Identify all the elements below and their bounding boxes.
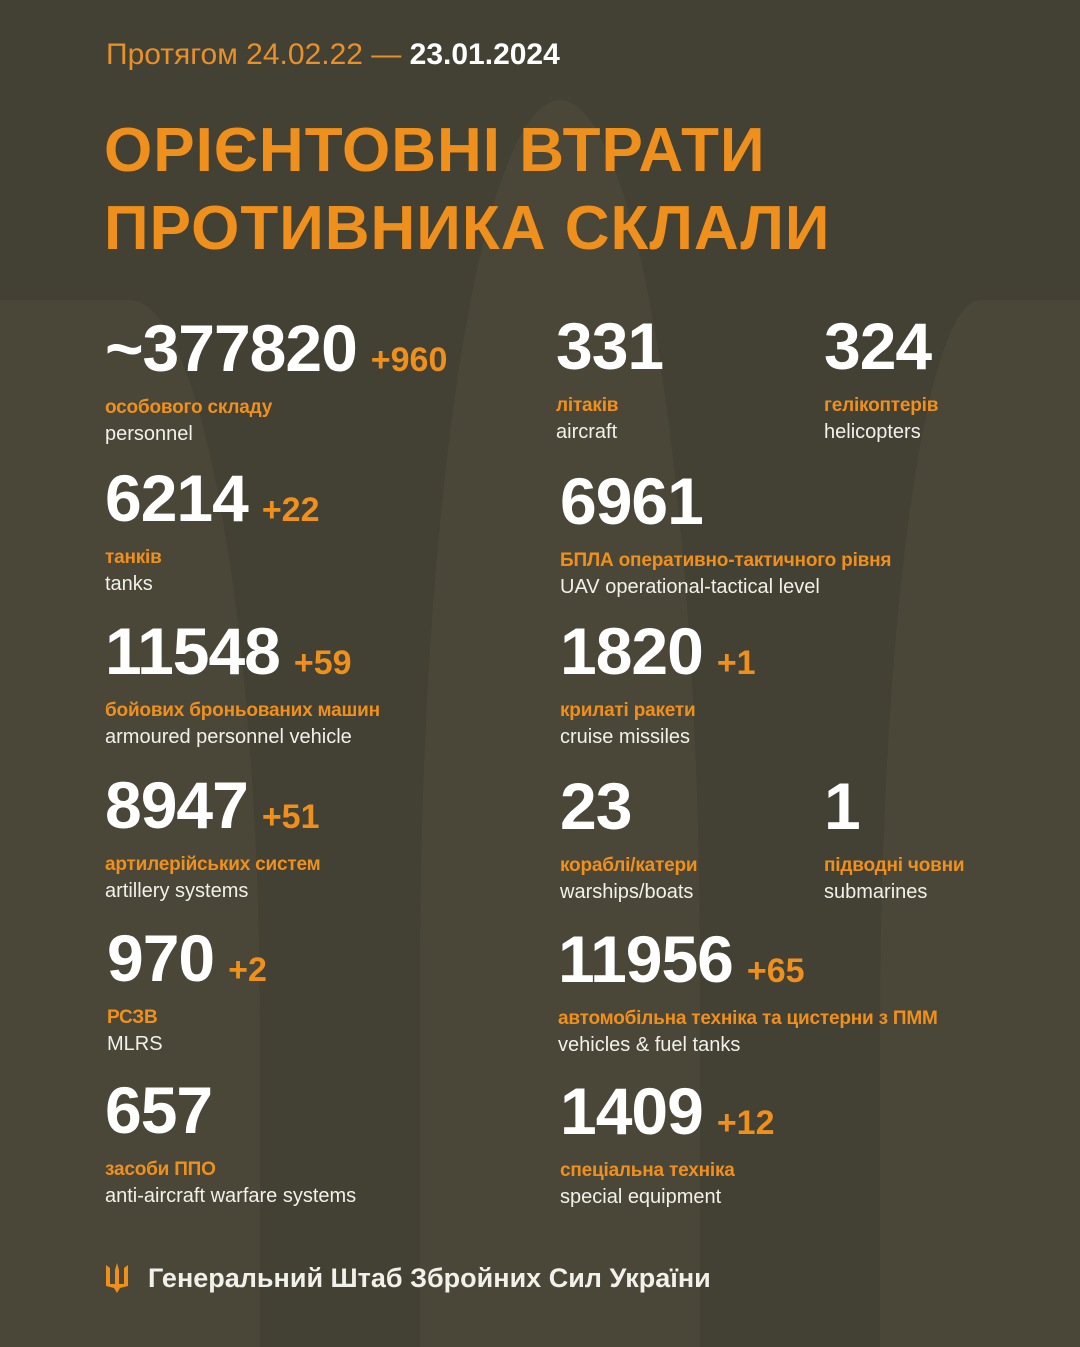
stat-label-en: armoured personnel vehicle <box>105 726 352 748</box>
stat-label-en: cruise missiles <box>560 726 691 748</box>
stat-number: 6214 <box>105 461 249 535</box>
stat-mlrs: 970 +2 РСЗВ MLRS <box>107 923 267 1057</box>
stat-number: 331 <box>556 309 664 383</box>
stat-value: 6961 <box>560 466 891 548</box>
footer-text: Генеральний Штаб Збройних Сил України <box>148 1262 711 1293</box>
stat-submarines: 1 підводні човни submarines <box>824 771 965 905</box>
stat-value: 331 <box>556 311 677 393</box>
stat-label-en: tanks <box>105 573 153 595</box>
stat-number: 1820 <box>560 614 704 688</box>
stat-number: 11548 <box>105 614 281 688</box>
stat-value: 324 <box>824 311 945 393</box>
stat-delta: +65 <box>746 952 805 990</box>
stat-personnel: ~377820 +960 особового складу personnel <box>105 313 447 447</box>
stat-number: 657 <box>105 1073 213 1147</box>
stat-number: 23 <box>560 769 632 843</box>
stat-vehicles: 11956 +65 автомобільна техніка та цистерни… <box>558 924 938 1058</box>
stat-artillery: 8947 +51 артилерійських систем artillery sy… <box>105 770 321 904</box>
stat-value: 6214 +22 <box>105 463 320 545</box>
stat-value: ~377820 +960 <box>105 313 447 395</box>
stat-label-en: vehicles & fuel tanks <box>558 1034 741 1056</box>
stat-delta: +51 <box>261 798 320 836</box>
stat-label-ua: кораблі/катери <box>560 855 698 876</box>
stat-value: 23 <box>560 771 697 853</box>
stat-warships: 23 кораблі/катери warships/boats <box>560 771 698 905</box>
stat-value: 657 <box>105 1075 356 1157</box>
period-prefix: Протягом 24.02.22 — <box>106 38 402 71</box>
stat-label-en: submarines <box>824 881 928 903</box>
stat-number: 1409 <box>560 1074 704 1148</box>
stat-label-en: aircraft <box>556 421 618 443</box>
stat-value: 11956 +65 <box>558 924 938 1006</box>
stat-number: 8947 <box>105 768 249 842</box>
stat-delta: +59 <box>293 644 352 682</box>
footer: Генеральний Штаб Збройних Сил України <box>104 1262 711 1294</box>
stat-uav: 6961 БПЛА оперативно-тактичного рівня UAV … <box>560 466 891 600</box>
stat-label-en: special equipment <box>560 1186 722 1208</box>
stat-label-ua: літаків <box>556 395 619 416</box>
page-title: ОРІЄНТОВНІ ВТРАТИ ПРОТИВНИКА СКЛАЛИ <box>104 112 830 268</box>
stat-value: 970 +2 <box>107 923 267 1005</box>
stat-label-ua: танків <box>105 547 162 568</box>
stat-delta: +12 <box>716 1104 775 1142</box>
stat-delta: +2 <box>228 951 267 989</box>
period-end: 23.01.2024 <box>409 38 560 71</box>
stat-value: 11548 +59 <box>105 616 380 698</box>
stat-label-ua: особового складу <box>105 397 273 418</box>
stat-label-ua: бойових броньованих машин <box>105 700 380 721</box>
stat-value: 1820 +1 <box>560 616 756 698</box>
stat-label-en: MLRS <box>107 1033 163 1055</box>
stat-number: 1 <box>824 769 861 843</box>
stat-number: ~377820 <box>105 311 358 385</box>
trident-icon <box>106 1263 128 1293</box>
stat-label-en: artillery systems <box>105 880 249 902</box>
stat-value: 1409 +12 <box>560 1076 775 1158</box>
stat-number: 6961 <box>560 464 704 538</box>
stat-cruise: 1820 +1 крилаті ракети cruise missiles <box>560 616 756 750</box>
stat-label-en: anti-aircraft warfare systems <box>105 1185 357 1207</box>
stat-label-ua: гелікоптерів <box>824 395 939 416</box>
title-line-1: ОРІЄНТОВНІ ВТРАТИ <box>104 116 766 185</box>
stat-label-ua: підводні човни <box>824 855 965 876</box>
stat-apv: 11548 +59 бойових броньованих машин armoure… <box>105 616 380 750</box>
stat-delta: +1 <box>716 644 756 682</box>
stat-label-en: warships/boats <box>560 881 694 903</box>
stat-value: 8947 +51 <box>105 770 320 852</box>
stat-number: 11956 <box>558 922 734 996</box>
stat-label-en: personnel <box>105 423 193 445</box>
stat-tanks: 6214 +22 танків tanks <box>105 463 320 597</box>
stat-label-en: UAV operational-tactical level <box>560 576 820 598</box>
title-line-2: ПРОТИВНИКА СКЛАЛИ <box>104 194 831 263</box>
stat-label-ua: РСЗВ <box>107 1007 158 1028</box>
stat-value: 1 <box>824 771 964 853</box>
stat-number: 324 <box>824 309 932 383</box>
stat-delta: +960 <box>370 341 448 379</box>
stat-aircraft: 331 літаків aircraft <box>556 311 677 445</box>
stat-helicopters: 324 гелікоптерів helicopters <box>824 311 945 445</box>
stat-special: 1409 +12 спеціальна техніка special equipme… <box>560 1076 775 1210</box>
stat-delta: +22 <box>261 491 320 529</box>
stat-label-ua: спеціальна техніка <box>560 1160 735 1181</box>
stat-aa: 657 засоби ППО anti-aircraft warfare syste… <box>105 1075 356 1209</box>
stat-label-ua: засоби ППО <box>105 1159 216 1180</box>
stat-label-ua: крилаті ракети <box>560 700 696 721</box>
stat-label-ua: БПЛА оперативно-тактичного рівня <box>560 550 892 571</box>
stat-label-ua: автомобільна техніка та цистерни з ПММ <box>558 1008 938 1029</box>
stat-label-ua: артилерійських систем <box>105 854 321 875</box>
stat-label-en: helicopters <box>824 421 921 443</box>
period: Протягом 24.02.22 — 23.01.2024 <box>106 38 560 72</box>
stat-number: 970 <box>107 921 215 995</box>
